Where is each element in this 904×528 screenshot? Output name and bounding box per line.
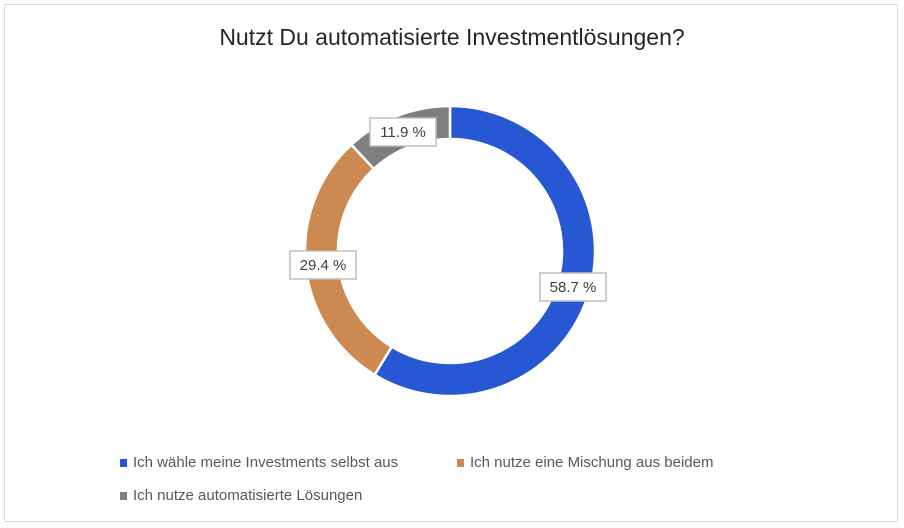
legend-label: Ich wähle meine Investments selbst aus	[133, 454, 399, 471]
legend-swatch	[457, 458, 464, 467]
data-label: 11.9 %	[369, 117, 437, 147]
data-label: 29.4 %	[289, 250, 357, 280]
legend-label: Ich nutze automatisierte Lösungen	[133, 487, 363, 504]
chart-title: Nutzt Du automatisierte Investmentlösung…	[219, 24, 685, 50]
data-label-text: 29.4 %	[300, 257, 347, 274]
legend-label: Ich nutze eine Mischung aus beidem	[470, 454, 714, 471]
chart-frame	[4, 4, 898, 522]
data-label-box	[369, 117, 437, 147]
donut-slice	[372, 104, 597, 398]
data-label-box	[539, 272, 607, 302]
legend-item-mixed: Ich nutze eine Mischung aus beidem	[457, 454, 713, 471]
data-label-text: 58.7 %	[550, 279, 597, 296]
legend-swatch	[120, 458, 127, 467]
data-label-text: 11.9 %	[380, 124, 426, 141]
legend-swatch	[120, 491, 127, 500]
data-label-box	[289, 250, 357, 280]
legend-item-self: Ich wähle meine Investments selbst aus	[120, 454, 398, 471]
legend-item-automated: Ich nutze automatisierte Lösungen	[120, 487, 362, 504]
data-label: 58.7 %	[539, 272, 607, 302]
